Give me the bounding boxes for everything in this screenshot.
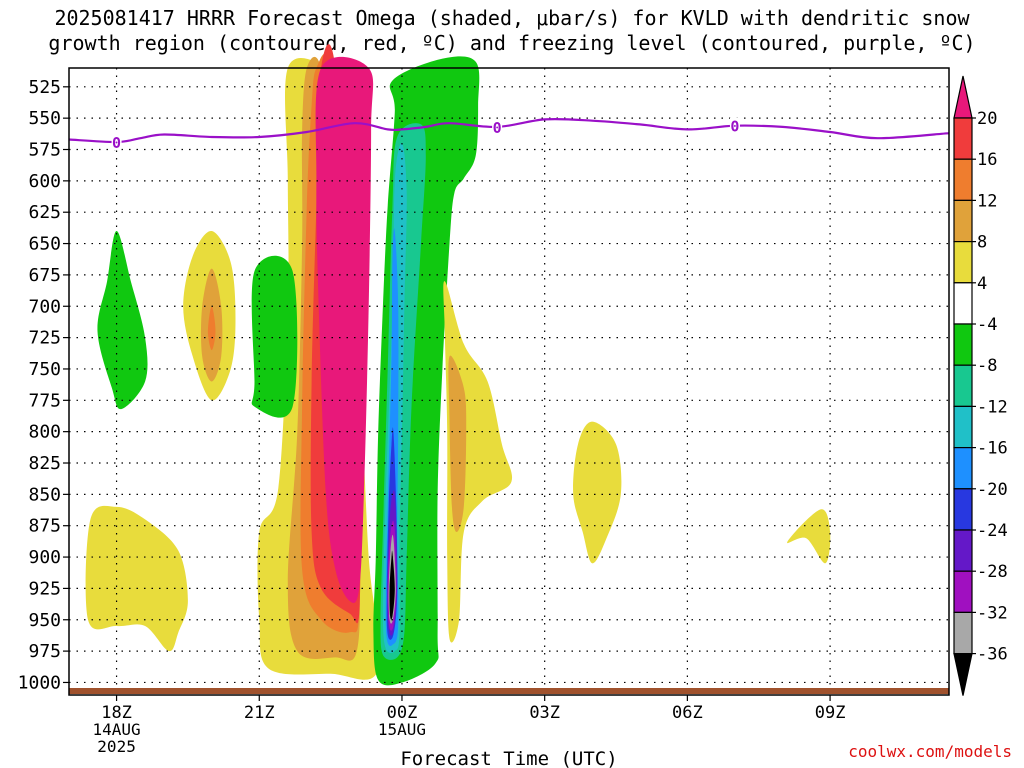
contour-label-bg <box>729 117 740 134</box>
colorbar-bin <box>953 158 973 201</box>
omega-region-19 <box>85 505 188 652</box>
colorbar-bin <box>953 611 973 655</box>
contour-label: 0 <box>730 118 739 136</box>
omega-region-23 <box>787 509 831 564</box>
colorbar-bin <box>953 241 973 284</box>
colorbar-label: -8 <box>977 356 997 376</box>
y-tick-label: 725 <box>28 328 61 349</box>
omega-region-17 <box>207 306 216 351</box>
y-tick-label: 925 <box>28 578 61 599</box>
colorbar-top-arrow <box>953 75 973 119</box>
x-tick-label: 21Z <box>244 703 275 723</box>
y-tick-label: 550 <box>28 108 61 129</box>
omega-shaded-regions <box>85 44 831 686</box>
title-line-1: 2025081417 HRRR Forecast Omega (shaded, … <box>54 6 970 30</box>
colorbar-label: -4 <box>977 315 997 335</box>
x-tick-label: 18Z <box>101 703 132 723</box>
y-tick-label: 775 <box>28 390 61 411</box>
colorbar-label: 4 <box>977 274 987 294</box>
y-axis: 525 550 575 600 625 650 675 700 725 750 775 800 825 8… <box>18 77 69 693</box>
source-credit: coolwx.com/models <box>848 742 1012 761</box>
omega-region-13 <box>389 550 395 620</box>
colorbar-bin <box>953 117 973 160</box>
colorbar-bin <box>953 323 973 366</box>
colorbar-label: -28 <box>977 562 1008 582</box>
y-tick-label: 600 <box>28 171 61 192</box>
omega-region-20 <box>443 281 513 643</box>
y-tick-label: 1000 <box>18 672 61 693</box>
colorbar-bottom-arrow <box>953 652 973 696</box>
y-tick-label: 800 <box>28 422 61 443</box>
colorbar-label: -36 <box>977 645 1008 665</box>
colorbar-label: -12 <box>977 397 1008 417</box>
contour-label-bg <box>492 118 503 135</box>
colorbar-label: 12 <box>977 191 997 211</box>
contour-label: 0 <box>493 119 502 137</box>
y-tick-label: 575 <box>28 140 61 161</box>
y-tick-label: 650 <box>28 234 61 255</box>
freezing-level-contour: 0 0 0 <box>68 117 950 152</box>
omega-region-22 <box>573 421 622 564</box>
y-tick-label: 675 <box>28 265 61 286</box>
colorbar-bin <box>953 282 973 325</box>
omega-region-4 <box>315 56 374 604</box>
y-tick-label: 825 <box>28 453 61 474</box>
colorbar-label: -24 <box>977 521 1008 541</box>
colorbar-bin <box>953 364 973 408</box>
plot-frame <box>68 67 950 696</box>
colorbar-label: 8 <box>977 233 987 253</box>
y-tick-label: 875 <box>28 516 61 537</box>
colorbar: 20 16 12 8 4 -4 -8 -12 -16 -20 -24 -28 -32 -36 <box>953 75 1008 696</box>
x-tick-label: 2025 <box>97 737 136 756</box>
y-tick-label: 850 <box>28 484 61 505</box>
y-tick-label: 750 <box>28 359 61 380</box>
colorbar-bin <box>953 529 973 572</box>
colorbar-bin <box>953 488 973 531</box>
x-tick-label: 14AUG <box>92 720 140 739</box>
colorbar-label: -20 <box>977 480 1008 500</box>
colorbar-label: 16 <box>977 150 997 170</box>
title-line-2: growth region (contoured, red, ºC) and f… <box>48 31 976 55</box>
colorbar-label: 20 <box>977 109 997 129</box>
colorbar-label: -16 <box>977 439 1008 459</box>
chart-title: 2025081417 HRRR Forecast Omega (shaded, … <box>0 6 1024 56</box>
y-tick-label: 950 <box>28 610 61 631</box>
omega-region-18 <box>251 255 298 418</box>
x-tick-label: 03Z <box>529 703 560 723</box>
y-tick-label: 525 <box>28 77 61 98</box>
x-tick-label: 00Z <box>387 703 418 723</box>
x-axis-label: Forecast Time (UTC) <box>400 748 617 768</box>
contour-label-bg <box>111 133 122 150</box>
omega-region-14 <box>97 231 148 410</box>
colorbar-bin <box>953 447 973 490</box>
contour-label: 0 <box>112 134 121 152</box>
x-tick-label: 15AUG <box>378 720 426 739</box>
y-tick-label: 625 <box>28 202 61 223</box>
x-tick-label: 09Z <box>815 703 846 723</box>
terrain-strip <box>69 688 949 694</box>
y-tick-label: 975 <box>28 641 61 662</box>
freezing-level-line <box>68 117 950 144</box>
colorbar-label: -32 <box>977 603 1008 623</box>
colorbar-bin <box>953 199 973 243</box>
y-tick-label: 900 <box>28 547 61 568</box>
x-tick-label: 06Z <box>672 703 703 723</box>
y-tick-label: 700 <box>28 296 61 317</box>
colorbar-bin <box>953 405 973 449</box>
colorbar-bin <box>953 570 973 614</box>
